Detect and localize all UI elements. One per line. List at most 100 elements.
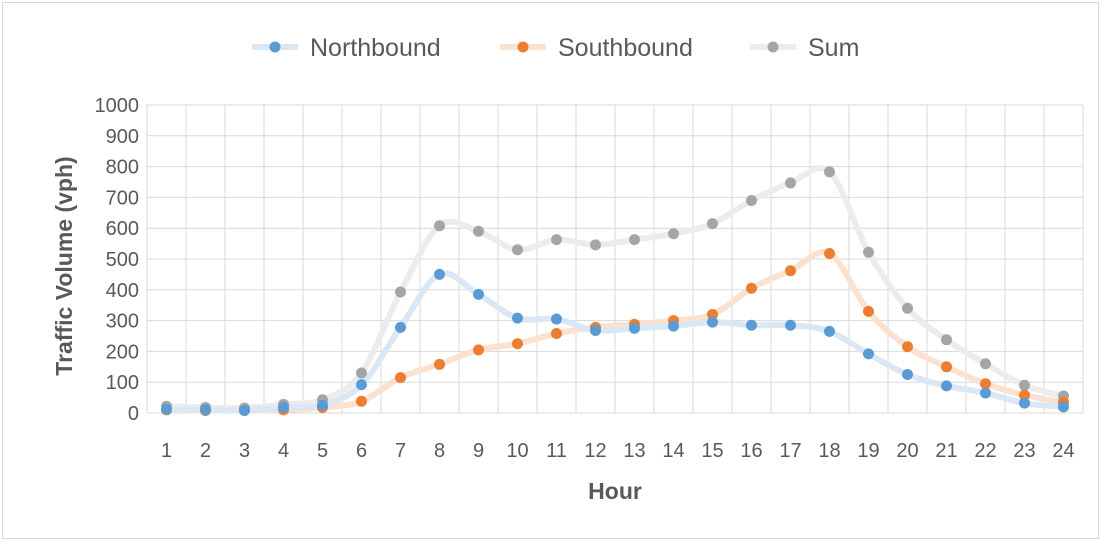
x-axis-tick-labels: 1 2 3 4 5 6 7 8 9 10 11 12 13 14 15 16 17 18 19 20 21 22 23 24 — [161, 440, 1075, 462]
x-tick-label: 9 — [473, 440, 484, 462]
legend: Northbound Southbound Sum — [252, 34, 859, 62]
northbound-data-point — [473, 288, 484, 300]
x-tick-label: 5 — [317, 440, 328, 462]
y-tick-label: 1000 — [95, 95, 140, 117]
sum-data-point — [1019, 379, 1030, 391]
y-tick-label: 500 — [106, 249, 139, 271]
y-tick-label: 600 — [106, 218, 139, 240]
southbound-data-point — [707, 308, 718, 320]
sum-data-point — [512, 244, 523, 256]
southbound-data-point — [512, 338, 523, 350]
x-tick-label: 6 — [356, 440, 367, 462]
x-tick-label: 19 — [857, 440, 879, 462]
y-tick-label: 700 — [106, 187, 139, 209]
x-tick-label: 10 — [506, 440, 528, 462]
northbound-data-point — [785, 319, 796, 331]
x-tick-label: 14 — [662, 440, 684, 462]
northbound-data-point — [317, 399, 328, 411]
northbound-data-point — [1019, 397, 1030, 409]
northbound-data-point — [161, 403, 172, 415]
southbound-data-point — [434, 358, 445, 370]
southbound-data-point — [551, 328, 562, 340]
y-tick-label: 300 — [106, 311, 139, 333]
x-tick-label: 11 — [546, 440, 567, 462]
northbound-data-point — [707, 316, 718, 328]
southbound-data-point — [356, 395, 367, 407]
southbound-data-point — [785, 265, 796, 277]
series-points — [161, 166, 1069, 417]
sum-data-point — [668, 228, 679, 240]
sum-data-point — [473, 225, 484, 237]
northbound-legend-marker — [269, 41, 281, 53]
sum-data-point — [980, 358, 991, 370]
sum-data-point — [785, 177, 796, 189]
northbound-legend-label: Northbound — [310, 34, 441, 62]
x-tick-label: 3 — [239, 440, 250, 462]
southbound-data-point — [395, 372, 406, 384]
sum-data-point — [434, 220, 445, 232]
northbound-data-point — [629, 322, 640, 334]
y-axis-title: Traffic Volume (vph) — [51, 156, 77, 375]
x-tick-label: 16 — [740, 440, 762, 462]
northbound-data-point — [941, 380, 952, 392]
northbound-data-point — [512, 312, 523, 324]
southbound-data-point — [824, 247, 835, 259]
southbound-data-point — [980, 378, 991, 390]
northbound-data-point — [200, 404, 211, 416]
gridlines — [146, 104, 1084, 414]
southbound-data-point — [941, 361, 952, 373]
y-axis-tick-labels: 0 100 200 300 400 500 600 700 800 900 1000 — [95, 95, 140, 425]
southbound-legend-label: Southbound — [558, 34, 693, 62]
sum-data-point — [824, 166, 835, 178]
northbound-data-point — [863, 348, 874, 360]
x-tick-label: 1 — [161, 440, 172, 462]
y-tick-label: 200 — [106, 341, 139, 363]
sum-data-point — [356, 367, 367, 379]
x-tick-label: 8 — [434, 440, 445, 462]
northbound-data-point — [746, 319, 757, 331]
sum-data-point — [629, 234, 640, 246]
sum-data-point — [551, 234, 562, 246]
y-tick-label: 100 — [106, 372, 139, 394]
y-tick-label: 400 — [106, 280, 139, 302]
x-tick-label: 23 — [1013, 440, 1035, 462]
x-tick-label: 15 — [701, 440, 723, 462]
southbound-data-point — [863, 305, 874, 317]
southbound-data-point — [902, 341, 913, 353]
northbound-data-point — [278, 401, 289, 413]
x-tick-label: 4 — [278, 440, 289, 462]
sum-data-point — [590, 239, 601, 251]
northbound-data-point — [356, 379, 367, 391]
x-tick-label: 21 — [935, 440, 957, 462]
southbound-data-point — [746, 282, 757, 294]
sum-data-point — [395, 286, 406, 298]
northbound-data-point — [395, 321, 406, 333]
sum-legend-label: Sum — [808, 34, 859, 62]
northbound-data-point — [1058, 401, 1069, 413]
northbound-data-point — [824, 325, 835, 337]
northbound-data-point — [434, 268, 445, 280]
northbound-data-point — [239, 405, 250, 417]
northbound-data-point — [980, 387, 991, 399]
northbound-data-point — [902, 369, 913, 380]
x-tick-label: 17 — [779, 440, 801, 462]
y-tick-label: 800 — [106, 157, 139, 179]
northbound-data-point — [668, 320, 679, 332]
sum-data-point — [941, 334, 952, 346]
x-axis-title: Hour — [588, 478, 642, 504]
x-tick-label: 20 — [896, 440, 918, 462]
southbound-legend-marker — [517, 41, 529, 53]
x-tick-label: 13 — [623, 440, 645, 462]
x-tick-label: 18 — [818, 440, 840, 462]
southbound-data-point — [1019, 389, 1030, 401]
sum-data-point — [863, 246, 874, 258]
x-tick-label: 22 — [974, 440, 996, 462]
sum-data-point — [746, 194, 757, 206]
northbound-data-point — [551, 313, 562, 325]
sum-legend-marker — [767, 41, 779, 53]
x-tick-label: 7 — [395, 440, 406, 462]
northbound-data-point — [590, 324, 601, 336]
sum-data-point — [902, 302, 913, 314]
